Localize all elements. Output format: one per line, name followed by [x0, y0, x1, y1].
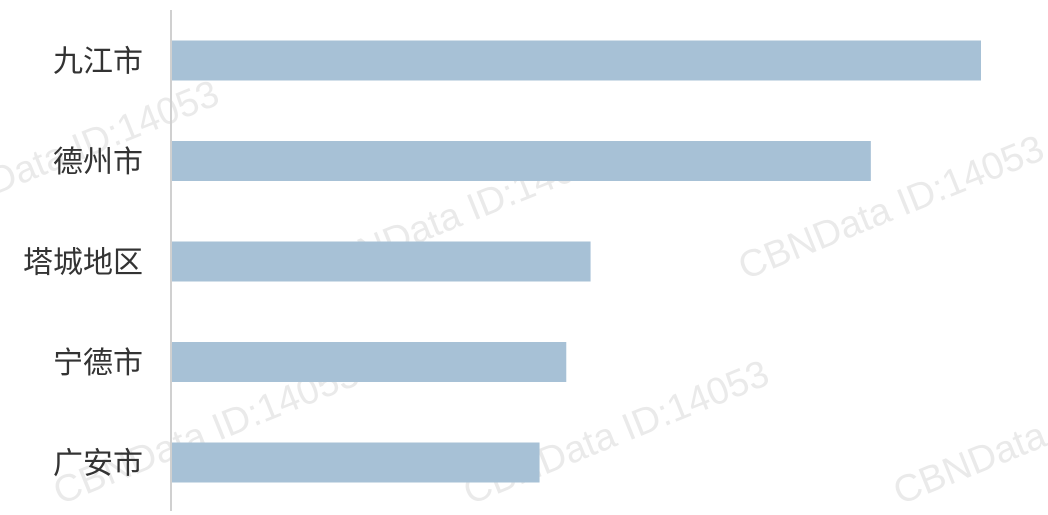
- category-label-1: 九江市: [53, 45, 143, 80]
- bar-3: [172, 241, 591, 282]
- watermark-text: CBNData ID:14053: [888, 353, 1048, 511]
- category-label-4: 宁德市: [53, 346, 143, 381]
- bar-5: [172, 442, 540, 483]
- category-label-3: 塔城地区: [23, 246, 143, 281]
- bar-1: [172, 40, 981, 81]
- bars-layer: [172, 40, 981, 483]
- bar-2: [172, 141, 871, 181]
- bar-4: [172, 342, 567, 382]
- category-label-5: 广安市: [53, 447, 143, 482]
- category-label-2: 德州市: [53, 145, 143, 180]
